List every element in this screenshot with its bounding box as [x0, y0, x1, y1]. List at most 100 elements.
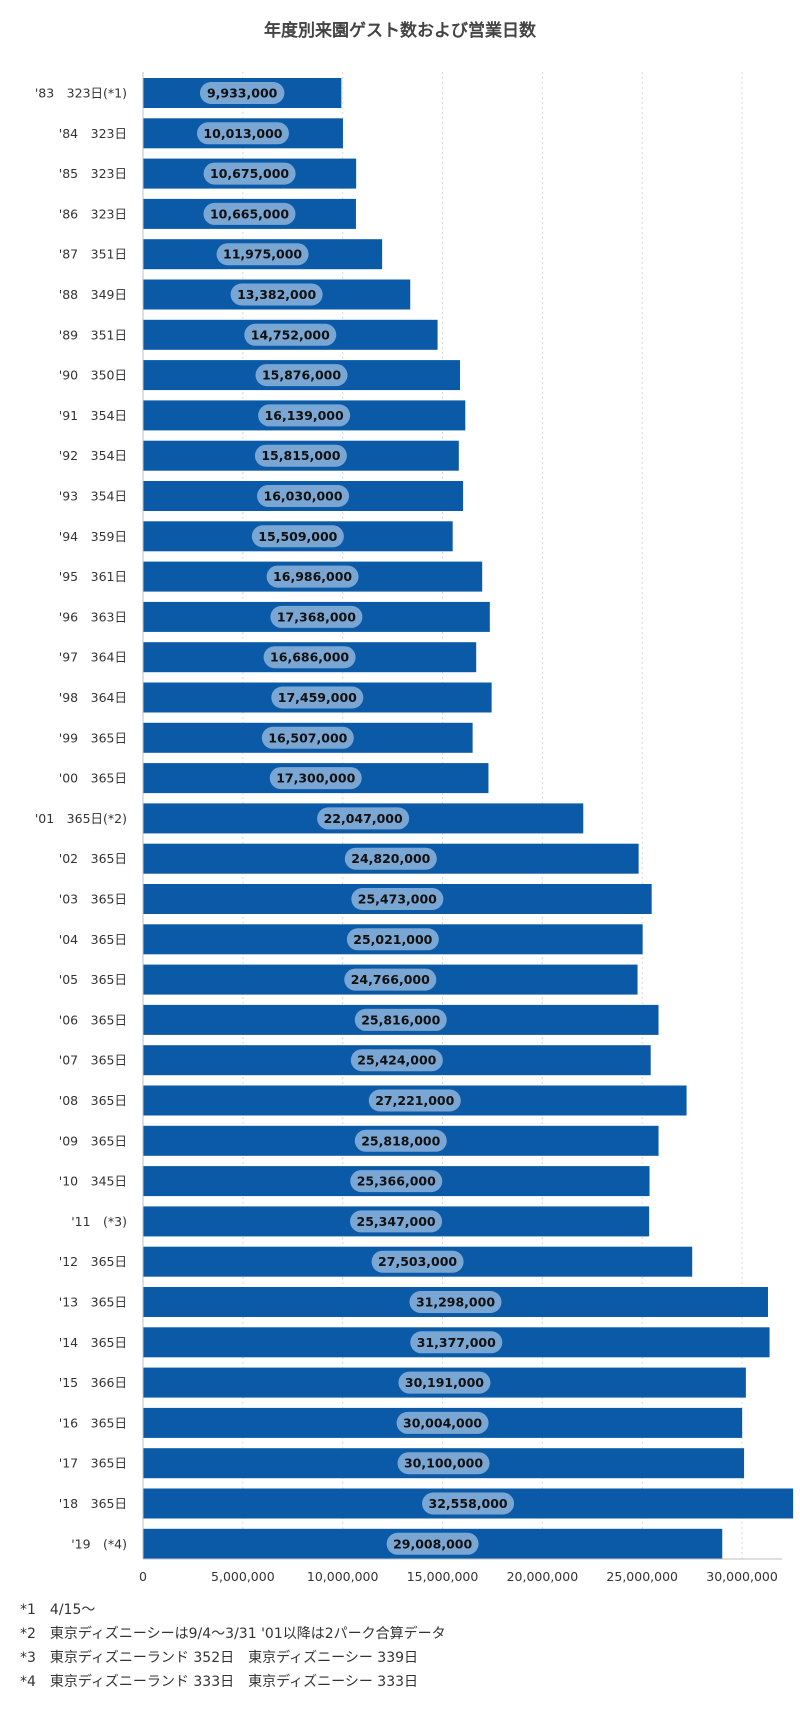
footnote-2: *2 東京ディズニーシーは9/4～3/31 '01以降は2パーク合算データ	[20, 1626, 446, 1642]
data-label: 32,558,000	[429, 1496, 508, 1511]
data-label: 27,221,000	[375, 1093, 454, 1108]
data-label: 24,820,000	[351, 851, 430, 866]
data-label-bubble	[422, 1492, 515, 1515]
data-label-bubble	[266, 565, 359, 588]
data-label-bubble	[344, 968, 437, 991]
data-label-bubble	[271, 686, 364, 709]
data-label: 31,377,000	[417, 1335, 496, 1350]
data-label-bubble	[257, 485, 350, 507]
data-label-bubble	[196, 122, 289, 145]
category-label: '08 365日	[59, 1093, 127, 1108]
data-label: 16,139,000	[265, 408, 344, 423]
data-label-bubble	[397, 1452, 490, 1475]
category-label: '83 323日(*1)	[35, 86, 127, 101]
category-label: '18 365日	[59, 1496, 127, 1511]
category-label: '01 365日(*2)	[35, 811, 127, 826]
data-label: 10,665,000	[210, 206, 289, 221]
category-label: '98 364日	[59, 690, 127, 705]
data-label-bubble	[251, 525, 344, 548]
data-label-bubble	[261, 726, 354, 749]
data-label-bubble	[203, 162, 296, 185]
data-label: 15,815,000	[261, 448, 340, 463]
category-label: '13 365日	[59, 1295, 127, 1310]
footnote-3: *3 東京ディズニーランド 352日 東京ディズニーシー 339日	[20, 1650, 419, 1666]
data-label: 17,459,000	[278, 690, 357, 705]
data-label: 16,986,000	[273, 569, 352, 584]
x-tick-label: 15,000,000	[407, 1569, 479, 1584]
bars: '83 323日(*1) 9,933,000 '84 323日 10,013,000 '…	[35, 78, 794, 1559]
category-label: '85 323日	[59, 166, 127, 181]
data-label-bubble	[346, 928, 439, 951]
data-label-bubble	[317, 807, 410, 830]
data-label-bubble	[263, 646, 356, 669]
category-label: '05 365日	[59, 972, 127, 987]
category-label: '88 349日	[59, 287, 127, 302]
data-label-bubble	[350, 1210, 443, 1233]
data-label-bubble	[386, 1532, 479, 1555]
data-label: 16,686,000	[270, 650, 349, 665]
category-label: '96 363日	[59, 609, 127, 624]
category-label: '92 354日	[59, 448, 127, 463]
data-label-bubble	[254, 444, 347, 467]
footnote-4: *4 東京ディズニーランド 333日 東京ディズニーシー 333日	[20, 1674, 419, 1690]
data-label: 25,816,000	[361, 1012, 440, 1027]
data-label-bubble	[270, 605, 363, 628]
category-label: '93 354日	[59, 489, 127, 504]
data-label-bubble	[216, 243, 309, 266]
category-label: '89 351日	[59, 327, 127, 342]
data-label-bubble	[199, 82, 285, 104]
data-label: 24,766,000	[351, 972, 430, 987]
category-label: '06 365日	[59, 1012, 127, 1027]
x-tick-label: 10,000,000	[307, 1569, 379, 1584]
data-label-bubble	[410, 1331, 503, 1354]
category-label: '12 365日	[59, 1254, 127, 1269]
data-label: 30,100,000	[404, 1456, 483, 1471]
data-label: 14,752,000	[251, 327, 330, 342]
category-label: '10 345日	[59, 1174, 127, 1189]
data-label: 16,030,000	[264, 489, 343, 504]
data-label: 9,933,000	[207, 86, 278, 101]
data-label-bubble	[398, 1371, 491, 1394]
footnotes: *1 4/15～ *2 東京ディズニーシーは9/4～3/31 '01以降は2パー…	[20, 1598, 446, 1694]
data-label: 10,013,000	[203, 126, 282, 141]
category-label: '17 365日	[59, 1456, 127, 1471]
data-label: 25,347,000	[357, 1214, 436, 1229]
category-label: '03 365日	[59, 892, 127, 907]
data-label: 31,298,000	[416, 1295, 495, 1310]
data-label-bubble	[396, 1411, 489, 1434]
data-label: 29,008,000	[393, 1536, 472, 1551]
data-label-bubble	[350, 1049, 443, 1072]
data-label: 25,366,000	[357, 1174, 436, 1189]
category-label: '07 365日	[59, 1053, 127, 1068]
x-axis: 0 5,000,000 10,000,000 15,000,000 20,000,000…	[139, 72, 782, 1584]
category-label: '87 351日	[59, 247, 127, 262]
x-tick-label: 25,000,000	[606, 1569, 678, 1584]
data-label: 25,818,000	[361, 1133, 440, 1148]
data-label: 22,047,000	[324, 811, 403, 826]
category-label: '11 (*3)	[71, 1214, 127, 1229]
category-label: '99 365日	[59, 730, 127, 745]
category-label: '16 365日	[59, 1415, 127, 1430]
data-label-bubble	[269, 767, 362, 790]
x-tick-label: 30,000,000	[706, 1569, 778, 1584]
data-label-bubble	[351, 888, 444, 910]
x-tick-label: 5,000,000	[211, 1569, 275, 1584]
category-label: '84 323日	[59, 126, 127, 141]
data-label-bubble	[371, 1250, 464, 1273]
data-label: 13,382,000	[237, 287, 316, 302]
category-label: '09 365日	[59, 1133, 127, 1148]
data-label: 30,191,000	[405, 1375, 484, 1390]
data-label: 10,675,000	[210, 166, 289, 181]
data-label-bubble	[368, 1089, 461, 1112]
category-label: '15 366日	[59, 1375, 127, 1390]
data-label: 11,975,000	[223, 247, 302, 262]
category-label: '00 365日	[59, 771, 127, 786]
footnote-1: *1 4/15～	[20, 1602, 96, 1618]
category-label: '90 350日	[59, 368, 127, 383]
data-label-bubble	[409, 1291, 502, 1313]
data-label-bubble	[354, 1129, 447, 1152]
data-label: 25,424,000	[357, 1053, 436, 1068]
data-label-bubble	[203, 202, 296, 225]
data-label: 17,300,000	[276, 771, 355, 786]
data-label-bubble	[344, 847, 437, 870]
